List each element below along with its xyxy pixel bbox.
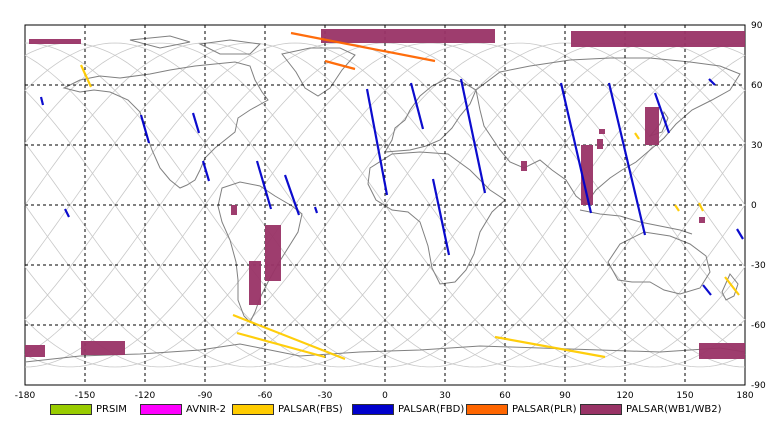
fbd-swath — [607, 82, 647, 236]
fbs-swath — [494, 335, 606, 359]
fbd-swath — [736, 228, 744, 240]
lat-tick-label: 90 — [751, 21, 763, 31]
graticule — [25, 25, 745, 385]
fbd-swath — [559, 82, 593, 214]
legend-label-fbs: PALSAR(FBS) — [278, 403, 343, 415]
lon-tick-label: 90 — [559, 391, 571, 400]
plr-swath — [290, 31, 436, 63]
wb-swath — [699, 343, 745, 359]
fbs-swath — [698, 202, 704, 212]
legend-label-avnir2: AVNIR-2 — [186, 403, 226, 415]
fbs-swath — [674, 204, 680, 212]
fbd-swath — [708, 78, 716, 86]
lon-tick-label: -90 — [198, 391, 213, 400]
lat-tick-label: -30 — [751, 261, 766, 271]
fbd-swath — [653, 92, 671, 134]
wb-swath — [25, 345, 45, 357]
lon-tick-label: -60 — [258, 391, 273, 400]
lon-tick-label: 60 — [499, 391, 511, 400]
legend-label-wb: PALSAR(WB1/WB2) — [626, 403, 722, 415]
acquisition-swaths — [25, 29, 745, 361]
legend-swatch-prsim — [50, 403, 92, 415]
lon-tick-label: -30 — [318, 391, 333, 400]
fbs-swath — [236, 331, 326, 359]
lat-tick-label: 30 — [751, 141, 763, 151]
legend-swatch-fbd — [352, 403, 394, 415]
wb-swath — [231, 205, 237, 215]
plr-swath — [324, 59, 356, 71]
lon-tick-label: -120 — [135, 391, 156, 400]
latitude-tick-labels: 90 60 30 0 -30 -60 -90 — [751, 21, 766, 391]
fbd-swath — [431, 178, 451, 256]
fbd-swath — [409, 82, 425, 130]
fbd-swath — [459, 78, 487, 194]
lat-tick-label: 60 — [751, 81, 763, 91]
wb-swath — [645, 107, 659, 145]
fbd-swath — [255, 160, 273, 210]
legend-item-prsim: PRSIM — [50, 402, 127, 416]
lon-tick-label: 30 — [439, 391, 451, 400]
lon-tick-label: 180 — [736, 391, 753, 400]
wb-swath — [597, 139, 603, 149]
wb-swath — [699, 217, 705, 223]
lat-tick-label: -60 — [751, 321, 766, 331]
legend-swatch-wb — [580, 403, 622, 415]
fbd-swath — [191, 112, 201, 134]
legend-swatch-fbs — [232, 403, 274, 415]
legend-item-plr: PALSAR(PLR) — [466, 402, 576, 416]
fbd-swath — [201, 160, 211, 182]
legend-label-fbd: PALSAR(FBD) — [398, 403, 465, 415]
lon-tick-label: -150 — [75, 391, 96, 400]
legend-label-prsim: PRSIM — [96, 403, 127, 415]
wb-swath — [521, 161, 527, 171]
legend-item-fbs: PALSAR(FBS) — [232, 402, 343, 416]
legend-swatch-avnir2 — [140, 403, 182, 415]
fbd-swath — [139, 114, 151, 144]
legend-item-wb: PALSAR(WB1/WB2) — [580, 402, 722, 416]
lon-tick-label: -180 — [15, 391, 36, 400]
wb-swath — [599, 129, 605, 134]
wb-swath — [265, 225, 281, 281]
fbs-swath — [79, 64, 93, 88]
fbs-swath — [232, 313, 346, 361]
lon-tick-label: 0 — [382, 391, 388, 400]
fbd-swath — [64, 208, 70, 218]
wb-swath — [571, 31, 745, 47]
legend-swatch-plr — [466, 403, 508, 415]
orbit-track — [24, 42, 746, 368]
wb-swath — [249, 261, 261, 305]
fbs-swath — [634, 132, 640, 140]
wb-swath — [29, 39, 81, 44]
wb-swath — [581, 145, 593, 205]
fbd-swath — [283, 174, 301, 216]
wb-swath — [81, 341, 125, 355]
fbs-swath — [724, 276, 740, 296]
lat-tick-label: 0 — [751, 201, 757, 211]
fbd-swath — [702, 284, 712, 296]
world-map: -180 -150 -120 -90 -60 -30 0 30 60 90 120 150 180 90… — [15, 21, 766, 400]
fbd-swath — [39, 96, 45, 106]
legend-label-plr: PALSAR(PLR) — [512, 403, 577, 415]
legend: PRSIM AVNIR-2 PALSAR(FBS) PALSAR(FBD) PA… — [0, 400, 770, 422]
longitude-tick-labels: -180 -150 -120 -90 -60 -30 0 30 60 90 120 150 180 — [15, 391, 754, 400]
legend-item-fbd: PALSAR(FBD) — [352, 402, 464, 416]
lon-tick-label: 150 — [676, 391, 693, 400]
lon-tick-label: 120 — [616, 391, 633, 400]
wb-swath — [321, 29, 495, 43]
fbd-swath — [313, 206, 319, 214]
lat-tick-label: -90 — [751, 381, 766, 391]
legend-item-avnir2: AVNIR-2 — [140, 402, 226, 416]
fbd-swath — [365, 88, 389, 196]
